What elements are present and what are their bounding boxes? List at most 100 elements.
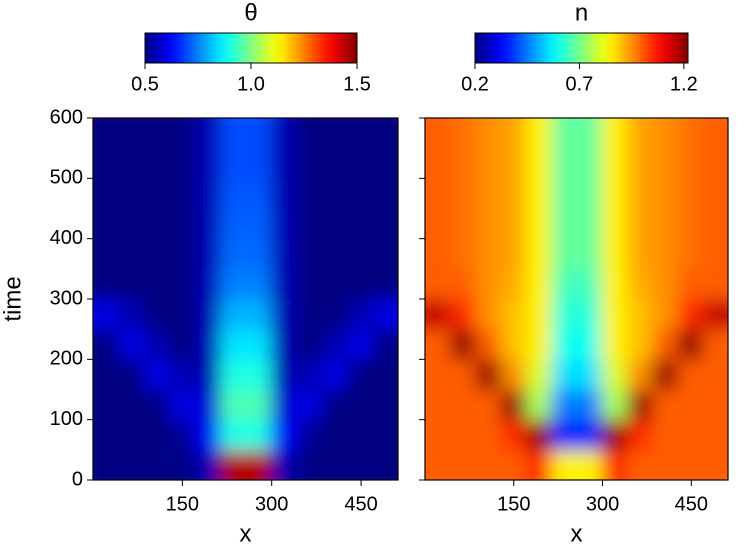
heat-cell bbox=[321, 148, 348, 179]
heat-cell bbox=[525, 178, 552, 209]
heat-cell bbox=[118, 148, 145, 179]
heat-cell bbox=[143, 449, 170, 480]
heat-cell bbox=[321, 359, 348, 390]
heat-cell bbox=[475, 118, 502, 149]
heat-cell bbox=[500, 178, 527, 209]
y-tick-label: 200 bbox=[50, 348, 83, 370]
heat-cell bbox=[143, 268, 170, 300]
heat-cell bbox=[93, 208, 119, 240]
heat-cell bbox=[551, 148, 577, 179]
heat-cell bbox=[475, 329, 502, 360]
x-tick-label: 150 bbox=[497, 493, 530, 515]
heat-cell bbox=[321, 299, 348, 330]
heat-cell bbox=[425, 118, 451, 149]
heat-cell bbox=[321, 449, 348, 480]
heat-cell bbox=[194, 118, 221, 149]
heat-cell bbox=[425, 148, 451, 179]
heat-cell bbox=[627, 359, 653, 390]
heat-cell bbox=[450, 118, 477, 149]
heat-cell bbox=[500, 208, 527, 240]
heat-cell bbox=[525, 238, 552, 270]
heat-cell bbox=[450, 329, 477, 360]
heat-cell bbox=[194, 148, 221, 179]
heat-cell bbox=[500, 449, 527, 480]
colorbar bbox=[144, 32, 358, 64]
heat-cell bbox=[450, 449, 477, 480]
heat-cell bbox=[118, 419, 145, 451]
heat-cell bbox=[652, 148, 678, 179]
heat-cell bbox=[576, 329, 603, 360]
heat-cell bbox=[551, 118, 577, 149]
heat-cell bbox=[702, 449, 728, 480]
heat-cell bbox=[245, 178, 272, 209]
heat-cell bbox=[347, 389, 374, 421]
heat-cell bbox=[93, 148, 119, 179]
heat-cell bbox=[220, 118, 246, 149]
heat-cell bbox=[93, 419, 119, 451]
heat-cell bbox=[321, 389, 348, 421]
heat-cell bbox=[677, 389, 704, 421]
heat-cell bbox=[118, 389, 145, 421]
heat-cell bbox=[652, 359, 678, 390]
heat-cell bbox=[372, 419, 398, 451]
heat-cell bbox=[296, 178, 323, 209]
heat-cell bbox=[296, 359, 323, 390]
heat-cell bbox=[525, 299, 552, 330]
heat-cell bbox=[601, 178, 628, 209]
heat-cell bbox=[270, 208, 297, 240]
heat-cell bbox=[702, 208, 728, 240]
heat-cell bbox=[372, 389, 398, 421]
heat-cell bbox=[245, 238, 272, 270]
heat-cell bbox=[372, 208, 398, 240]
heat-cell bbox=[450, 148, 477, 179]
heat-cell bbox=[500, 148, 527, 179]
heat-cell bbox=[627, 329, 653, 360]
heat-cell bbox=[601, 208, 628, 240]
heat-cell bbox=[576, 118, 603, 149]
heat-cell bbox=[500, 419, 527, 451]
heat-cell bbox=[627, 268, 653, 300]
heat-cell bbox=[321, 238, 348, 270]
heat-cell bbox=[194, 359, 221, 390]
heat-cell bbox=[576, 178, 603, 209]
heat-cell bbox=[450, 178, 477, 209]
heat-cell bbox=[296, 329, 323, 360]
heat-cell bbox=[93, 299, 119, 330]
heat-cell bbox=[677, 238, 704, 270]
heat-cell bbox=[601, 359, 628, 390]
heat-cell bbox=[220, 449, 246, 480]
heat-cell bbox=[500, 118, 527, 149]
heat-cell bbox=[93, 238, 119, 270]
heat-cell bbox=[551, 359, 577, 390]
heat-cell bbox=[475, 299, 502, 330]
heat-cell bbox=[627, 389, 653, 421]
heat-cell bbox=[450, 268, 477, 300]
heat-cell bbox=[347, 148, 374, 179]
heat-cell bbox=[627, 208, 653, 240]
heat-cell bbox=[245, 419, 272, 451]
heat-cell bbox=[372, 238, 398, 270]
heat-cell bbox=[220, 208, 246, 240]
heat-cell bbox=[321, 208, 348, 240]
heat-cell bbox=[296, 389, 323, 421]
heat-cell bbox=[118, 118, 145, 149]
heat-cell bbox=[194, 299, 221, 330]
heat-cell bbox=[702, 419, 728, 451]
heat-cell bbox=[169, 449, 196, 480]
heat-cell bbox=[220, 268, 246, 300]
heat-cell bbox=[450, 299, 477, 330]
x-axis-label: x bbox=[240, 520, 252, 546]
heat-cell bbox=[525, 359, 552, 390]
heat-cell bbox=[270, 359, 297, 390]
heat-cell bbox=[525, 208, 552, 240]
heat-cell bbox=[652, 329, 678, 360]
heat-cell bbox=[702, 268, 728, 300]
heat-cell bbox=[93, 178, 119, 209]
heat-cell bbox=[425, 389, 451, 421]
heat-cell bbox=[450, 389, 477, 421]
y-tick-label: 300 bbox=[50, 287, 83, 309]
heat-cell bbox=[321, 329, 348, 360]
heat-cell bbox=[372, 178, 398, 209]
heat-cell bbox=[601, 419, 628, 451]
